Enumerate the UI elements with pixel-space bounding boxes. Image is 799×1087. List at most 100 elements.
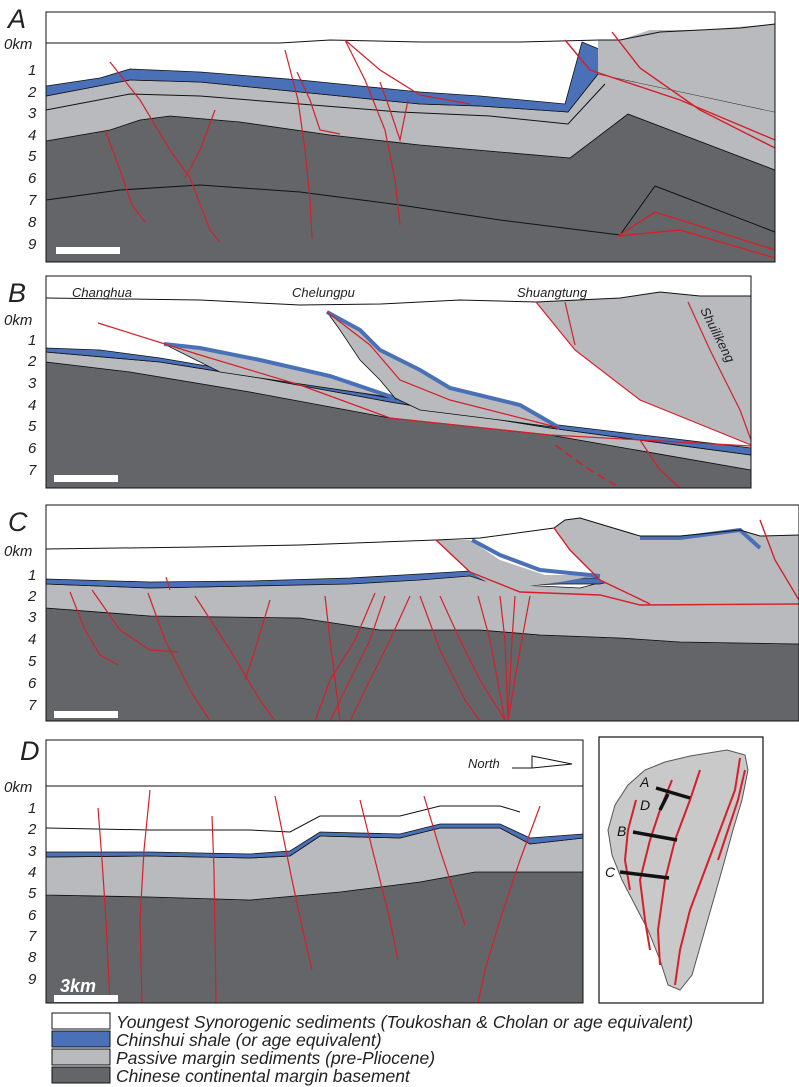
panel-c-depth-3: 3 <box>28 609 37 626</box>
legend-label-synorogenic: Youngest Synorogenic sediments (Toukosha… <box>116 1012 693 1032</box>
legend-swatch-basement <box>51 1066 111 1084</box>
panel-c-fault-10 <box>419 595 481 722</box>
panel-c-fault-7 <box>314 592 376 722</box>
panel-d-depth-7: 7 <box>28 928 37 945</box>
panel-c-depth-5: 5 <box>28 653 37 670</box>
panel-c-fault-5 <box>244 599 271 681</box>
panel-b-changhua-shale <box>163 342 396 400</box>
legend-swatch-passive <box>51 1048 111 1066</box>
panel-b-letter: B <box>8 278 26 308</box>
panel-c-fault-14 <box>507 595 516 721</box>
panel-a-thrust-4 <box>617 229 776 259</box>
panel-a-fault-8 <box>344 39 471 105</box>
panel-b-fault-deep-1 <box>639 439 681 489</box>
map-line-a <box>655 786 691 800</box>
map-fault-1 <box>674 757 741 986</box>
panel-d-depth-8: 8 <box>28 949 37 966</box>
panel-c-thrust-2 <box>553 527 651 605</box>
map-line-c <box>619 870 670 880</box>
panel-c-faults <box>69 519 799 722</box>
map-section-lines <box>619 786 691 880</box>
panel-c-hinterland-shale <box>640 527 762 550</box>
panel-a-depth-6: 6 <box>28 170 37 187</box>
panel-c-depth-6: 6 <box>28 675 37 692</box>
panel-b-frame <box>45 275 752 489</box>
panel-b-faults <box>97 301 752 489</box>
map-fault-traces <box>623 757 746 986</box>
panel-a-depth-8: 8 <box>28 214 37 231</box>
panel-c-depth-0: 0km <box>4 543 32 560</box>
north-arrow-icon <box>512 755 573 769</box>
panel-c-sheet-1 <box>436 540 600 590</box>
panel-b-fault-shuangtung-branch <box>564 301 576 346</box>
panel-d-depth-4: 4 <box>28 864 36 881</box>
panel-c-fault-15 <box>507 595 531 721</box>
panel-d-fault-6 <box>423 795 466 926</box>
panel-c-fault-2 <box>91 589 179 653</box>
panel-a-depth-3: 3 <box>28 105 37 122</box>
panel-c-thrust-1 <box>435 539 799 606</box>
panel-c-depth-7: 7 <box>28 697 37 714</box>
panel-b-fault-shuilikeng <box>687 301 752 441</box>
legend-label-basement: Chinese continental margin basement <box>116 1066 411 1086</box>
panel-a-thrust-3 <box>617 211 776 251</box>
panel-a-boundary-upper <box>45 83 606 125</box>
panel-d-depth-scale: 0km 1 2 3 4 5 6 7 8 9 <box>4 779 37 988</box>
panel-d-fault-4 <box>274 795 313 971</box>
map-label-b: B <box>617 823 626 839</box>
panel-b-chelungpu-shale <box>326 310 561 430</box>
panel-b-fault-deep-dashed <box>554 444 621 489</box>
panel-c-fault-1 <box>69 591 119 666</box>
panel-b-scale-bar <box>54 475 118 482</box>
panel-d-fault-2 <box>139 789 151 1004</box>
scale-label: 3km <box>60 976 96 996</box>
panel-c-depth-2: 2 <box>27 588 37 605</box>
panel-a-letter: A <box>6 4 26 34</box>
panel-d-depth-1: 1 <box>28 800 36 817</box>
panel-c-fault-4 <box>194 595 276 722</box>
panel-c-depth-1: 1 <box>28 567 36 584</box>
panel-a-fault-7 <box>379 81 409 143</box>
panel-d-depth-5: 5 <box>28 885 37 902</box>
panel-d-fault-3 <box>211 815 217 1004</box>
panel-b-depth-5: 5 <box>28 418 37 435</box>
panel-b-fault-chelungpu <box>326 311 561 429</box>
panel-d-depth-6: 6 <box>28 907 37 924</box>
panel-a-thrust-2 <box>611 31 776 149</box>
panel-d-fault-7 <box>477 805 541 1004</box>
panel-b-depth-scale: 0km 1 2 3 4 5 6 7 <box>4 312 37 479</box>
panel-d-letter: D <box>20 736 40 766</box>
panel-a-fault-1 <box>109 61 221 243</box>
panel-a-scale-bar <box>56 247 120 254</box>
panel-d-fault-1 <box>97 807 111 1004</box>
panel-a-depth-5: 5 <box>28 148 37 165</box>
map-fault-2 <box>656 769 701 966</box>
panel-c-frame <box>45 504 799 722</box>
legend: Youngest Synorogenic sediments (Toukosha… <box>51 1012 693 1086</box>
taiwan-location-map: A D B C <box>598 736 764 1004</box>
panel-a-depth-7: 7 <box>28 192 37 209</box>
map-fault-5 <box>717 769 746 861</box>
panel-c-topography <box>45 517 799 550</box>
map-label-a: A <box>639 774 649 790</box>
panel-c-fault-6 <box>324 595 341 722</box>
panel-c-letter: C <box>8 507 28 537</box>
panel-a-hinterland <box>598 24 775 112</box>
panel-d-depth-3: 3 <box>28 843 37 860</box>
legend-swatch-synorogenic <box>51 1012 111 1030</box>
panel-a-depth-1: 1 <box>28 62 36 79</box>
panel-c-fault-13 <box>499 595 509 721</box>
panel-c-depth-4: 4 <box>28 631 36 648</box>
panel-a-depth-scale: 0km 1 2 3 4 5 6 7 8 9 <box>4 36 37 253</box>
panel-d-boundary-upper <box>45 805 521 833</box>
panel-c-sheet-shale <box>471 538 601 578</box>
panel-b-fault-changhua <box>97 322 752 447</box>
place-chelungpu: Chelungpu <box>292 285 355 300</box>
panel-b-hinterland <box>536 292 751 445</box>
map-label-c: C <box>605 864 616 880</box>
panel-b-depth-2: 2 <box>27 353 37 370</box>
panel-c-fault-16 <box>165 576 171 591</box>
panel-b-depth-0: 0km <box>4 312 32 329</box>
map-label-d: D <box>640 797 650 813</box>
